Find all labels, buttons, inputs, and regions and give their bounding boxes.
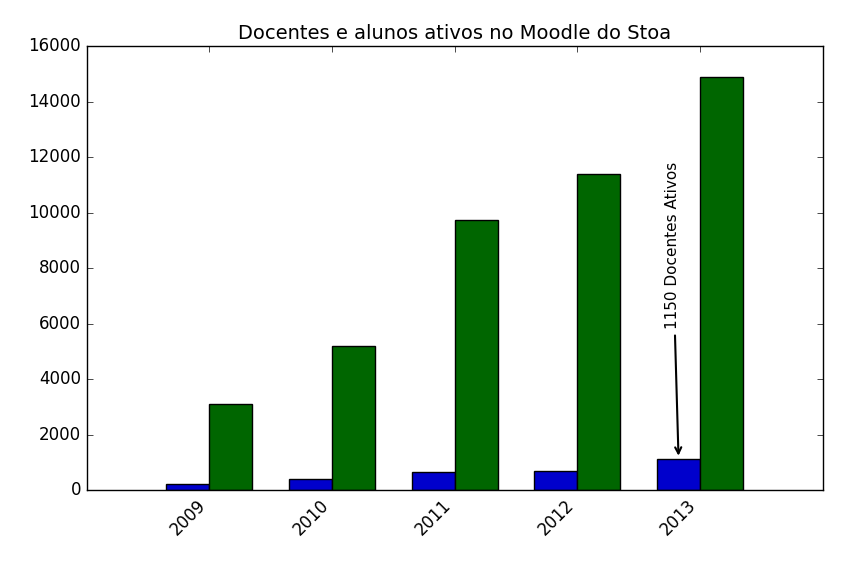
Bar (534, 471, 578, 490)
Bar (700, 77, 743, 490)
Bar (210, 404, 252, 490)
Bar (332, 346, 375, 490)
Text: 1150 Docentes Ativos: 1150 Docentes Ativos (665, 162, 682, 454)
Bar (166, 484, 210, 490)
Bar (289, 479, 332, 490)
Bar (578, 174, 620, 490)
Bar (455, 220, 498, 490)
Bar (411, 473, 455, 490)
Bar (657, 459, 700, 490)
Title: Docentes e alunos ativos no Moodle do Stoa: Docentes e alunos ativos no Moodle do St… (238, 24, 671, 43)
